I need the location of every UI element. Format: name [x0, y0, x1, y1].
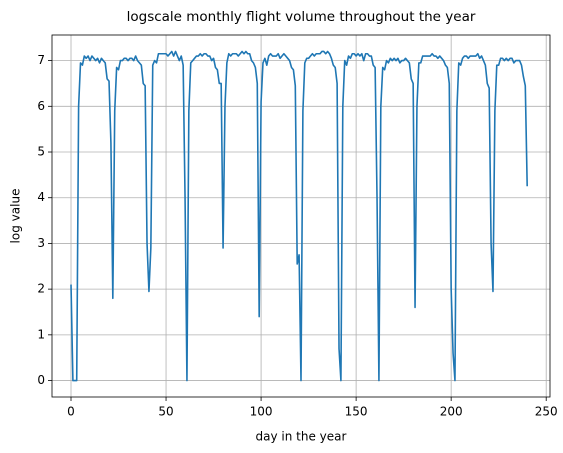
x-tick-label: 150 — [345, 405, 368, 419]
y-tick-label: 7 — [37, 53, 45, 67]
y-tick-label: 5 — [37, 145, 45, 159]
y-tick-label: 2 — [37, 282, 45, 296]
y-tick-label: 1 — [37, 327, 45, 341]
y-tick-label: 4 — [37, 190, 45, 204]
y-tick-label: 3 — [37, 236, 45, 250]
x-tick-label: 0 — [67, 405, 75, 419]
y-axis-label: log value — [9, 189, 23, 244]
line-series — [70, 50, 528, 382]
x-tick-label: 250 — [535, 405, 558, 419]
chart-title: logscale monthly flight volume throughou… — [127, 9, 476, 25]
x-tick-label: 50 — [158, 405, 173, 419]
plot-frame — [51, 34, 551, 398]
x-tick-label: 200 — [440, 405, 463, 419]
x-axis-label: day in the year — [256, 430, 347, 444]
y-tick-label: 0 — [37, 373, 45, 387]
x-tick-label: 100 — [250, 405, 273, 419]
y-tick-label: 6 — [37, 99, 45, 113]
